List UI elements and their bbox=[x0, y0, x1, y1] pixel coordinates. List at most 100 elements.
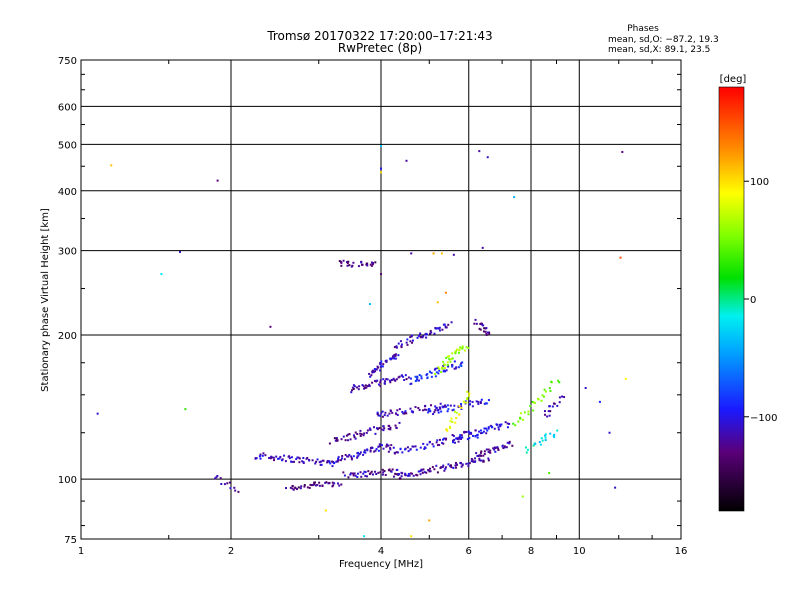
y-tick-labels: 75 100 200 300 400 500 600 750 bbox=[58, 56, 77, 546]
data-point bbox=[370, 470, 373, 473]
data-point bbox=[435, 327, 438, 330]
data-point bbox=[370, 261, 373, 264]
data-point bbox=[458, 405, 461, 408]
data-point bbox=[416, 376, 419, 379]
data-point bbox=[410, 252, 413, 255]
data-point bbox=[452, 434, 455, 437]
data-point bbox=[374, 261, 377, 264]
data-point bbox=[497, 447, 500, 450]
data-point bbox=[388, 412, 391, 415]
data-point bbox=[332, 460, 335, 463]
data-point bbox=[314, 462, 317, 465]
data-point bbox=[471, 459, 474, 462]
data-point bbox=[313, 483, 316, 486]
data-point bbox=[403, 378, 406, 381]
data-point bbox=[450, 417, 453, 420]
data-point bbox=[351, 472, 354, 475]
data-point bbox=[380, 360, 383, 363]
data-point bbox=[380, 273, 382, 276]
data-point bbox=[398, 477, 401, 480]
data-point bbox=[410, 382, 413, 385]
data-point bbox=[466, 397, 469, 400]
data-point bbox=[405, 341, 408, 344]
data-point bbox=[273, 459, 276, 462]
data-point bbox=[451, 357, 454, 360]
y-axis-label: Stationary phase Virtual Height [km] bbox=[40, 208, 51, 392]
data-point bbox=[383, 382, 386, 385]
data-point bbox=[335, 437, 338, 440]
data-point bbox=[494, 446, 497, 449]
data-point bbox=[402, 375, 405, 378]
data-point bbox=[407, 376, 410, 379]
data-point bbox=[506, 426, 509, 429]
data-point bbox=[381, 468, 384, 471]
data-point bbox=[429, 329, 432, 332]
data-point bbox=[356, 472, 359, 475]
data-point bbox=[547, 410, 550, 413]
data-point bbox=[400, 345, 403, 348]
data-point bbox=[391, 355, 394, 358]
data-point bbox=[548, 387, 551, 390]
data-point bbox=[454, 464, 457, 467]
x-tick-labels: 1 2 4 6 8 10 16 bbox=[78, 546, 688, 557]
data-point bbox=[350, 455, 353, 458]
data-point bbox=[433, 332, 436, 335]
data-point bbox=[448, 425, 451, 428]
data-point bbox=[556, 429, 559, 432]
data-point bbox=[219, 477, 222, 480]
data-point bbox=[262, 452, 265, 455]
data-point bbox=[368, 427, 371, 430]
data-point bbox=[414, 406, 417, 409]
data-point bbox=[350, 391, 353, 394]
data-point bbox=[419, 446, 422, 449]
data-point bbox=[458, 413, 461, 416]
data-point bbox=[485, 333, 488, 336]
data-point bbox=[365, 431, 368, 434]
data-point bbox=[431, 443, 434, 446]
data-point bbox=[406, 343, 409, 346]
data-point bbox=[397, 354, 400, 357]
y-tick-label: 600 bbox=[58, 102, 77, 113]
data-point bbox=[358, 385, 361, 388]
data-point bbox=[343, 474, 346, 477]
data-point bbox=[468, 437, 471, 440]
data-point bbox=[360, 263, 363, 266]
data-point bbox=[300, 485, 303, 488]
data-point bbox=[438, 443, 441, 446]
data-point bbox=[351, 389, 354, 392]
data-point bbox=[284, 487, 287, 490]
data-point bbox=[483, 402, 486, 405]
data-point bbox=[320, 463, 323, 466]
data-point bbox=[347, 439, 350, 442]
data-point bbox=[369, 449, 372, 452]
data-point bbox=[434, 375, 437, 378]
data-point bbox=[415, 448, 418, 451]
data-point bbox=[291, 487, 294, 490]
data-point bbox=[487, 459, 490, 462]
data-point bbox=[452, 466, 455, 469]
data-point bbox=[371, 369, 374, 372]
data-point bbox=[399, 447, 402, 450]
data-point bbox=[357, 388, 360, 391]
data-point bbox=[453, 360, 456, 363]
data-point bbox=[443, 405, 446, 408]
data-point bbox=[422, 409, 425, 412]
data-point bbox=[449, 427, 452, 430]
data-point bbox=[485, 427, 488, 430]
data-point bbox=[370, 264, 373, 267]
data-point bbox=[411, 472, 414, 475]
data-point bbox=[404, 472, 407, 475]
data-point bbox=[504, 421, 507, 424]
data-point bbox=[280, 459, 283, 462]
data-point bbox=[471, 400, 474, 403]
data-point bbox=[328, 442, 331, 445]
data-point bbox=[475, 400, 478, 403]
data-point bbox=[342, 435, 345, 438]
data-point bbox=[318, 484, 321, 487]
data-point bbox=[444, 405, 447, 408]
data-point bbox=[299, 487, 302, 490]
data-point bbox=[557, 379, 560, 382]
data-point bbox=[216, 179, 219, 182]
data-point bbox=[352, 384, 355, 387]
